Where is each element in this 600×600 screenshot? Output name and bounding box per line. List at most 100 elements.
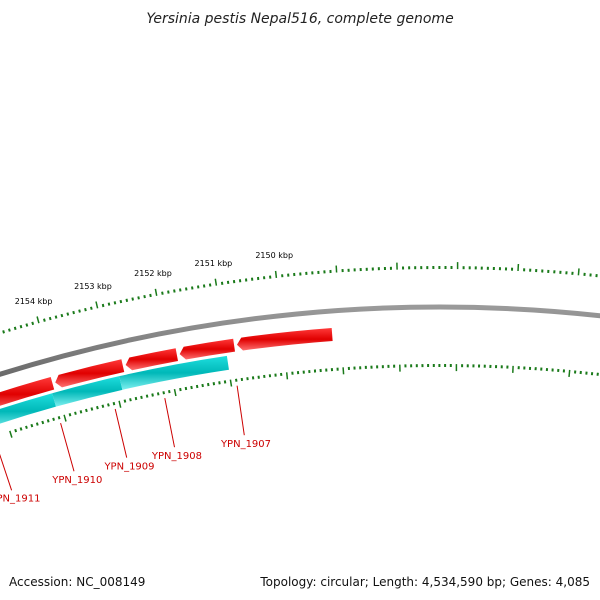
minor-tick-inner: [25, 425, 28, 430]
minor-tick-outer: [25, 323, 29, 327]
minor-tick-inner: [79, 410, 83, 414]
minor-tick-inner: [207, 382, 210, 387]
minor-tick-inner: [190, 385, 193, 390]
cyan-feature-3: [119, 355, 229, 390]
major-tick-inner: [9, 430, 13, 438]
map-title: Yersinia pestis Nepal516, complete genom…: [146, 11, 453, 27]
minor-tick-inner: [162, 391, 165, 395]
minor-tick-outer: [119, 299, 123, 304]
minor-tick-inner: [223, 380, 227, 384]
inner-tick-ring: [9, 364, 599, 438]
leader-line: [0, 453, 13, 491]
minor-tick-outer: [125, 298, 129, 302]
minor-tick-inner: [123, 399, 127, 403]
gene-label-ypn-1909[interactable]: YPN_1909: [103, 461, 154, 472]
minor-tick-inner: [140, 395, 143, 400]
minor-tick-inner: [168, 389, 171, 394]
minor-tick-outer: [173, 289, 176, 293]
gene-arrow-ypn-1911: [0, 377, 55, 406]
major-tick-outer: [214, 278, 218, 286]
minor-tick-outer: [54, 315, 58, 319]
minor-tick-inner: [14, 428, 18, 433]
minor-tick-inner: [90, 407, 94, 411]
minor-tick-inner: [134, 396, 138, 401]
tick-label: 2151 kbp: [195, 259, 233, 268]
minor-tick-outer: [107, 302, 111, 306]
minor-tick-outer: [19, 324, 23, 329]
minor-tick-outer: [185, 287, 188, 291]
minor-tick-outer: [113, 301, 117, 305]
feature-layer: [0, 328, 333, 424]
cyan-feature-1: [0, 393, 56, 424]
major-tick-outer: [577, 268, 580, 276]
major-tick-inner: [118, 400, 122, 408]
gene-label-ypn-1907[interactable]: YPN_1907: [220, 439, 271, 450]
minor-tick-outer: [72, 310, 75, 315]
genome-backbone: [0, 304, 600, 377]
minor-tick-inner: [145, 394, 149, 398]
minor-tick-outer: [143, 294, 146, 299]
gene-arrow-ypn-1907: [236, 328, 333, 351]
major-tick-inner: [568, 369, 571, 377]
minor-tick-inner: [74, 411, 77, 415]
minor-tick-outer: [101, 303, 105, 308]
genome-summary: Topology: circular; Length: 4,534,590 bp…: [259, 575, 590, 589]
gene-arrow-ypn-1908: [179, 338, 236, 360]
outer-tick-ring: [2, 262, 598, 334]
accession-label: Accession: NC_008149: [9, 575, 145, 589]
minor-tick-inner: [179, 387, 182, 392]
minor-tick-inner: [151, 393, 154, 397]
minor-tick-outer: [90, 306, 93, 310]
major-tick-outer: [154, 288, 158, 296]
major-tick-outer: [274, 270, 278, 278]
minor-tick-inner: [218, 381, 221, 385]
minor-tick-inner: [19, 427, 23, 431]
minor-tick-inner: [85, 408, 88, 413]
leader-line: [236, 385, 245, 436]
backbone-layer: [0, 304, 600, 377]
tick-label: 2154 kbp: [15, 297, 53, 306]
minor-tick-inner: [112, 401, 116, 406]
leader-line: [164, 398, 175, 448]
minor-tick-outer: [167, 290, 170, 294]
minor-tick-outer: [84, 307, 87, 312]
gene-label-ypn-1911[interactable]: YPN_1911: [0, 494, 40, 505]
gene-labels: YPN_1914YPN_1913YPN_1912YPN_1911YPN_1910…: [0, 385, 271, 505]
gene-label-ypn-1908[interactable]: YPN_1908: [151, 451, 202, 462]
minor-tick-inner: [52, 417, 55, 421]
minor-tick-outer: [78, 309, 81, 313]
minor-tick-outer: [191, 286, 194, 290]
minor-tick-inner: [35, 422, 39, 426]
minor-tick-inner: [30, 423, 34, 428]
tick-label: 2153 kbp: [74, 282, 112, 291]
minor-tick-inner: [68, 413, 72, 417]
gene-label-ypn-1910[interactable]: YPN_1910: [51, 475, 102, 486]
minor-tick-outer: [48, 316, 52, 321]
minor-tick-inner: [201, 383, 204, 388]
tick-label: 2150 kbp: [255, 251, 293, 260]
minor-tick-outer: [149, 293, 152, 298]
minor-tick-inner: [96, 405, 99, 410]
major-tick-inner: [285, 372, 289, 380]
tick-label: 2152 kbp: [134, 269, 172, 278]
tick-labels: 2158 kbp2157 kbp2156 kbp2155 kbp2154 kbp…: [15, 251, 293, 306]
major-tick-inner: [342, 367, 345, 375]
minor-tick-inner: [195, 384, 199, 389]
minor-tick-outer: [2, 330, 5, 334]
minor-tick-outer: [161, 291, 164, 295]
minor-tick-outer: [220, 281, 224, 285]
minor-tick-outer: [60, 313, 64, 318]
minor-tick-outer: [137, 296, 140, 300]
minor-tick-outer: [13, 326, 17, 331]
minor-tick-outer: [179, 288, 182, 292]
cyan-feature-2: [52, 376, 123, 407]
major-tick-inner: [229, 379, 233, 387]
minor-tick-inner: [156, 392, 160, 396]
minor-tick-inner: [101, 404, 105, 408]
minor-tick-outer: [31, 321, 35, 326]
leader-line: [60, 422, 75, 472]
minor-tick-inner: [235, 378, 238, 382]
minor-tick-outer: [208, 283, 212, 287]
minor-tick-inner: [184, 386, 188, 391]
